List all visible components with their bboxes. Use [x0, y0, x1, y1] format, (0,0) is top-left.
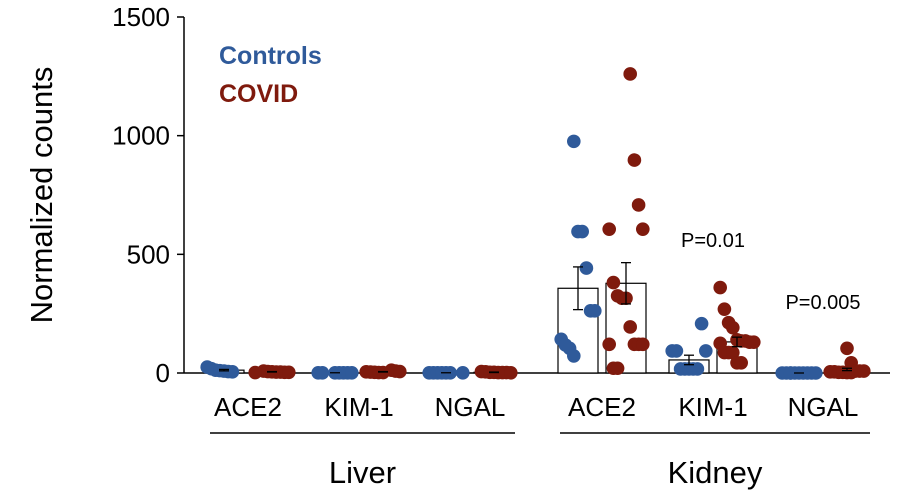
y-tick-label: 500	[127, 239, 170, 269]
data-point	[610, 361, 625, 376]
data-point	[717, 302, 732, 316]
data-point	[840, 341, 854, 356]
data-point	[345, 365, 359, 380]
legend-controls: Controls	[219, 42, 322, 70]
y-tick-label: 1500	[112, 2, 170, 32]
x-tick-label: NGAL	[435, 392, 506, 422]
data-point	[783, 366, 798, 380]
data-point	[694, 316, 709, 331]
data-point	[699, 344, 713, 358]
data-point	[567, 349, 581, 363]
x-tick-label: ACE2	[214, 392, 282, 422]
y-axis-label: Normalized counts	[24, 67, 59, 324]
data-point	[636, 337, 650, 352]
data-point	[504, 365, 518, 380]
data-point	[726, 320, 740, 335]
data-point	[623, 67, 637, 81]
data-point	[315, 365, 330, 380]
x-tick-label: ACE2	[568, 392, 636, 422]
data-point	[726, 345, 740, 360]
data-point	[623, 320, 637, 334]
data-point	[588, 304, 602, 318]
data-point	[567, 134, 581, 149]
data-point	[734, 355, 748, 370]
data-point	[225, 365, 240, 379]
data-point	[669, 344, 684, 358]
data-point	[602, 222, 616, 236]
y-tick-label: 0	[156, 358, 170, 388]
data-point	[690, 362, 705, 376]
data-point	[282, 365, 296, 380]
y-tick-label: 1000	[112, 121, 170, 151]
x-tick-label: NGAL	[788, 392, 859, 422]
data-point	[631, 198, 646, 212]
p-value-annotation: P=0.01	[681, 230, 745, 252]
data-point	[844, 365, 858, 380]
data-point	[713, 280, 727, 295]
data-point	[636, 222, 650, 236]
x-tick-label: KIM-1	[324, 392, 393, 422]
data-point	[393, 364, 407, 379]
x-tick-label: KIM-1	[678, 392, 747, 422]
group-label: Liver	[329, 455, 396, 490]
p-value-annotation: P=0.005	[785, 292, 860, 314]
data-point	[579, 261, 594, 275]
data-point	[857, 364, 871, 378]
data-point	[575, 224, 589, 239]
data-point	[456, 365, 470, 380]
data-point	[627, 153, 642, 167]
legend-covid: COVID	[219, 80, 298, 108]
data-point	[809, 366, 823, 380]
data-point	[602, 337, 616, 352]
data-point	[248, 365, 262, 380]
data-point	[747, 335, 761, 349]
data-point	[606, 275, 621, 290]
group-label: Kidney	[668, 455, 763, 490]
